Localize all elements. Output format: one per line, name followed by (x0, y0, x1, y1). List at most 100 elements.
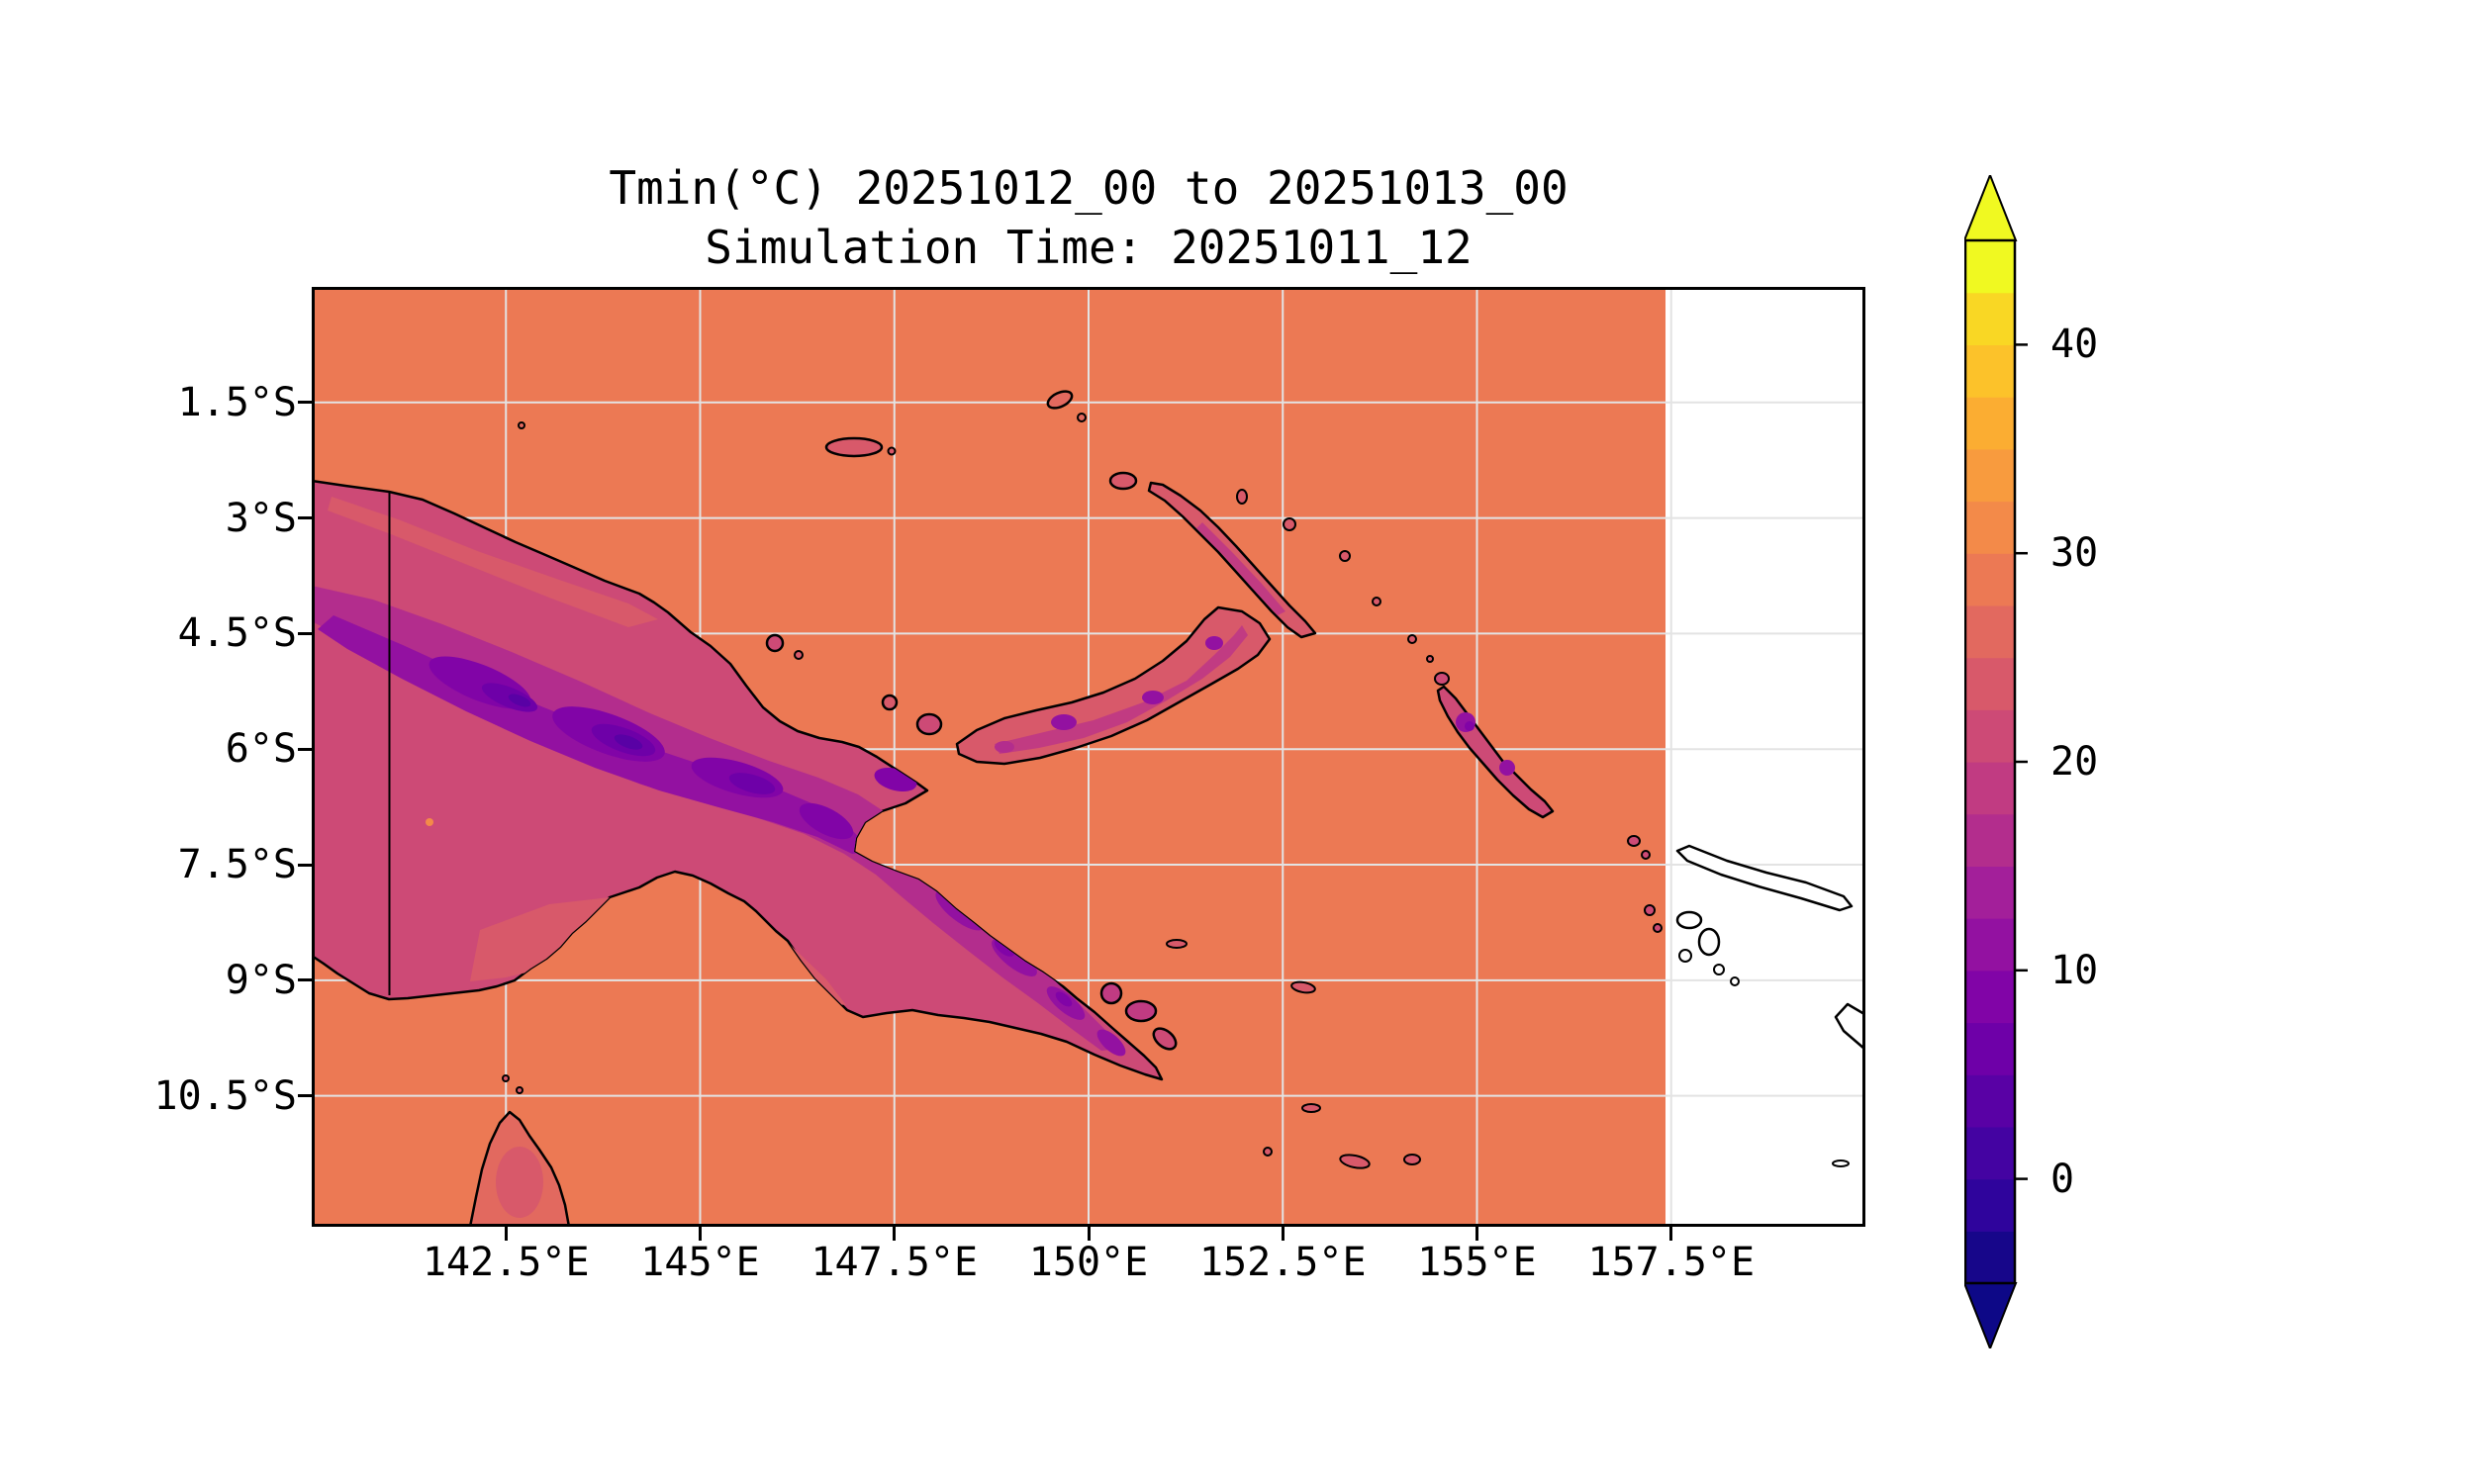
new-ireland-interior-band (1196, 522, 1285, 615)
island-woodlark (1290, 980, 1316, 994)
colorbar-band (1964, 1231, 2016, 1284)
colorbar-tick-label: 20 (2050, 739, 2099, 785)
x-tick-label: 145°E (640, 1240, 760, 1285)
new-britain-interior-band (995, 625, 1248, 754)
y-tick-label: 9°S (225, 957, 297, 1003)
coastline-manus (824, 436, 884, 458)
torres-strait-island-2 (516, 1086, 523, 1094)
coastline-buka (1434, 672, 1450, 686)
warm-valley-dot (426, 818, 433, 826)
colorbar-band (1964, 1178, 2016, 1232)
island-karkar (765, 633, 785, 653)
colorbar-band (1964, 1022, 2016, 1075)
coastline-new-georgia-3 (1678, 949, 1692, 963)
colorbar-over-arrow (1964, 175, 2018, 241)
colorbar-band (1964, 553, 2016, 606)
colorbar-band (1964, 344, 2016, 398)
y-tick-mark (298, 516, 312, 520)
owen-stanley-ridge-4 (1096, 1029, 1126, 1057)
colorbar-band (1964, 240, 2016, 294)
title-block: Tmin(°C) 20251012_00 to 20251013_00 Simu… (312, 158, 1865, 277)
island-los-negros (887, 446, 897, 456)
colorbar-band (1964, 813, 2016, 867)
north-coast-warm-fringe (328, 497, 658, 627)
island-rossel (1403, 1154, 1421, 1165)
y-tick-mark (298, 747, 312, 751)
highland-darkest-2 (508, 694, 531, 707)
colorbar-band (1964, 918, 2016, 972)
x-tick-mark (1669, 1227, 1673, 1241)
island-tabar (1236, 489, 1248, 505)
plot-frame (312, 287, 1865, 1227)
island-shortland-1 (1627, 835, 1641, 847)
colorbar-band (1964, 604, 2016, 659)
plot-title: Tmin(°C) 20251012_00 to 20251013_00 (609, 161, 1569, 215)
bougainville-highland-2 (1499, 760, 1515, 776)
x-tick-mark (504, 1227, 508, 1241)
new-britain-highland-3 (1205, 636, 1223, 650)
island-fergusson (1124, 999, 1158, 1023)
island-tagula (1339, 1154, 1371, 1169)
coastline-choiseul-santa-isabel (1675, 844, 1854, 912)
plot-subtitle: Simulation Time: 20251011_12 (705, 221, 1473, 274)
cape-york-interior (496, 1147, 543, 1218)
x-tick-label: 147.5°E (810, 1240, 979, 1285)
island-vella-lavella (1644, 904, 1656, 916)
island-rennell (1832, 1159, 1850, 1167)
owen-stanley-core-2 (1055, 991, 1073, 1007)
x-tick-mark (1475, 1227, 1478, 1241)
x-tick-label: 155°E (1417, 1240, 1537, 1285)
new-britain-mid-patch (995, 741, 1014, 753)
colorbar-band (1964, 657, 2016, 710)
highland-dark-3 (728, 773, 776, 794)
colorbar-band (1964, 762, 2016, 815)
coastline-new-georgia-2 (1697, 927, 1721, 957)
island-goodenough (1099, 981, 1123, 1005)
y-tick-label: 6°S (225, 726, 297, 773)
island-normanby (1152, 1027, 1178, 1051)
torres-strait-island-1 (502, 1074, 510, 1082)
coastline-new-hanover (1108, 471, 1138, 491)
island-misima (1301, 1103, 1321, 1113)
y-tick-mark (298, 1094, 312, 1098)
y-tick-mark (298, 978, 312, 982)
island-lihir (1283, 517, 1296, 531)
colorbar-band (1964, 1074, 2016, 1128)
island-shortland-2 (1641, 850, 1651, 860)
y-tick-label: 4.5°S (177, 610, 297, 657)
y-tick-mark (298, 863, 312, 867)
y-tick-label: 7.5°S (177, 842, 297, 888)
colorbar-band (1964, 397, 2016, 450)
x-tick-mark (1281, 1227, 1285, 1241)
x-tick-label: 157.5°E (1587, 1240, 1756, 1285)
coastline-mussau (1046, 390, 1074, 410)
x-tick-mark (893, 1227, 897, 1241)
colorbar-tick-label: 40 (2050, 322, 2099, 368)
colorbar-band (1964, 866, 2016, 919)
x-tick-mark (1087, 1227, 1091, 1241)
island-green (1407, 634, 1417, 644)
x-tick-label: 150°E (1028, 1240, 1149, 1285)
colorbar-band (1964, 448, 2016, 503)
colorbar-band (1964, 709, 2016, 763)
map-plot (312, 287, 1865, 1227)
colorbar-tick-label: 30 (2050, 530, 2099, 577)
y-tick-mark (298, 401, 312, 405)
island-feni (1372, 597, 1381, 606)
new-britain-highland-2 (1142, 691, 1164, 704)
island-nissan (1426, 655, 1434, 663)
island-russell (1730, 976, 1740, 986)
island-louisiade-west (1263, 1147, 1273, 1157)
colorbar-outline (1964, 238, 2017, 1285)
graticule-gridlines (312, 287, 1865, 1227)
y-tick-mark (298, 631, 312, 635)
island-emirau (1077, 413, 1087, 422)
x-tick-label: 152.5°E (1198, 1240, 1367, 1285)
x-tick-label: 142.5°E (422, 1240, 590, 1285)
colorbar-tick-label: 10 (2050, 947, 2099, 993)
colorbar-band (1964, 292, 2016, 345)
coastline-umboi (915, 712, 943, 736)
island-trobriand (1166, 939, 1188, 949)
y-tick-label: 10.5°S (153, 1072, 298, 1119)
bougainville-highland-core (1465, 721, 1475, 731)
